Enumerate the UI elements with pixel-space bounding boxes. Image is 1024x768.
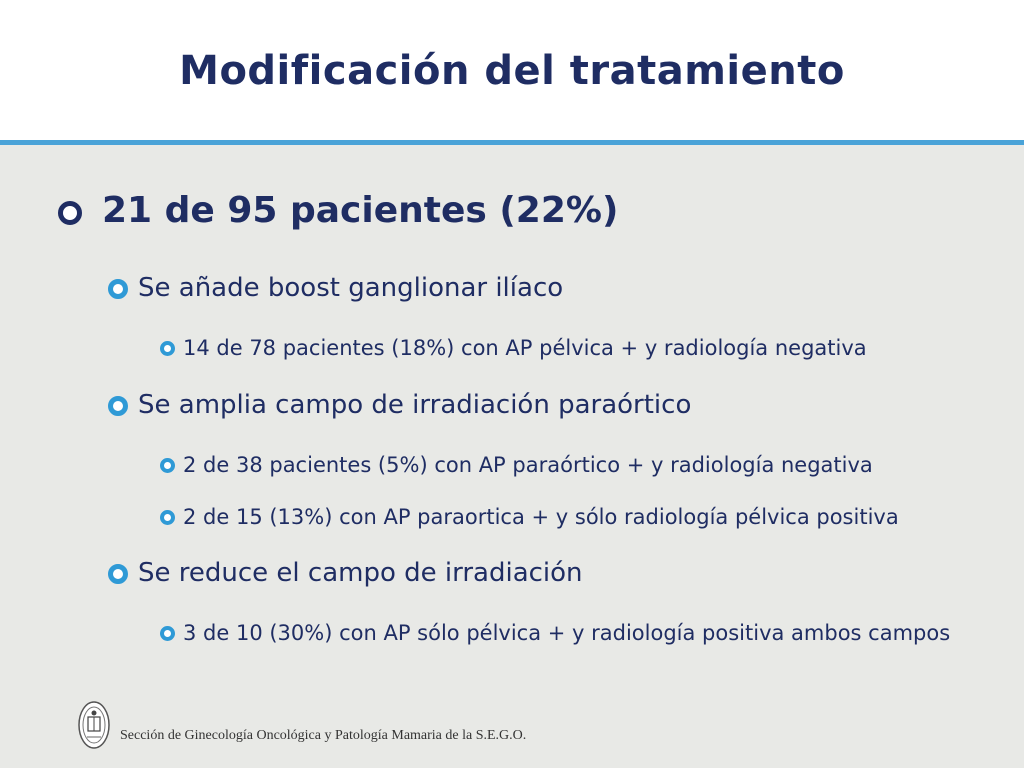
ring-bullet-icon xyxy=(160,626,175,641)
ring-bullet-icon xyxy=(160,458,175,473)
slide-title: Modificación del tratamiento xyxy=(179,48,845,94)
section-paraortic: Se amplia campo de irradiación paraórtic… xyxy=(108,390,691,420)
ring-bullet-icon xyxy=(108,564,128,584)
section-label: Se añade boost ganglionar ilíaco xyxy=(138,273,564,303)
section-reduce: Se reduce el campo de irradiación xyxy=(108,558,583,588)
section-label: Se reduce el campo de irradiación xyxy=(138,558,583,588)
section-boost: Se añade boost ganglionar ilíaco xyxy=(108,273,563,303)
ring-bullet-icon xyxy=(108,396,128,416)
list-item-text: 14 de 78 pacientes (18%) con AP pélvica … xyxy=(183,336,867,360)
ring-bullet-icon xyxy=(160,510,175,525)
list-item: 14 de 78 pacientes (18%) con AP pélvica … xyxy=(160,335,867,362)
title-bar xyxy=(0,0,1024,140)
list-item: 3 de 10 (30%) con AP sólo pélvica + y ra… xyxy=(160,620,969,647)
sego-seal-icon xyxy=(78,701,110,749)
footer-text: Sección de Ginecología Oncológica y Pato… xyxy=(120,728,527,743)
list-item-text: 3 de 10 (30%) con AP sólo pélvica + y ra… xyxy=(183,621,951,645)
list-item: 2 de 15 (13%) con AP paraortica + y sólo… xyxy=(160,504,899,531)
footer: Sección de Ginecología Oncológica y Pato… xyxy=(78,700,526,750)
title-divider xyxy=(0,140,1024,145)
ring-bullet-icon xyxy=(58,200,82,225)
list-item: 2 de 38 pacientes (5%) con AP paraórtico… xyxy=(160,452,873,479)
main-bullet: 21 de 95 pacientes (22%) xyxy=(58,190,618,231)
list-item-text: 2 de 15 (13%) con AP paraortica + y sólo… xyxy=(183,505,899,529)
list-item-text: 2 de 38 pacientes (5%) con AP paraórtico… xyxy=(183,453,873,477)
main-bullet-text: 21 de 95 pacientes (22%) xyxy=(102,190,619,231)
ring-bullet-icon xyxy=(160,341,175,356)
ring-bullet-icon xyxy=(108,279,128,299)
section-label: Se amplia campo de irradiación paraórtic… xyxy=(138,390,692,420)
